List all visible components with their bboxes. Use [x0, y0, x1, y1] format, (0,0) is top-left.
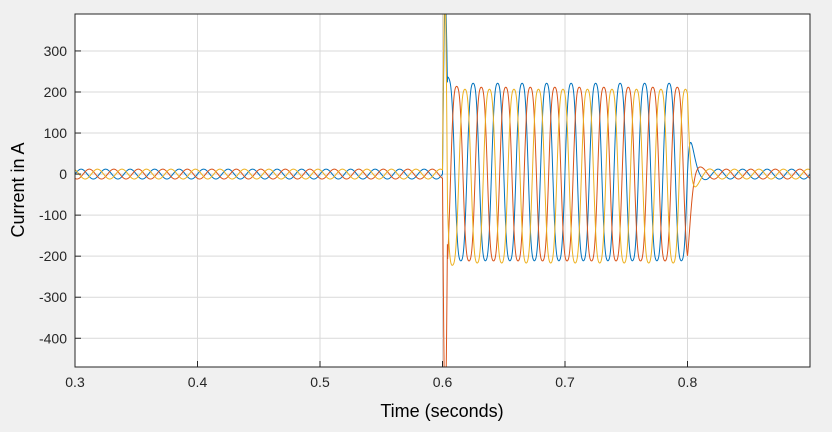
x-axis-label: Time (seconds)	[380, 401, 503, 421]
y-tick-label: -400	[39, 330, 67, 346]
series-line-2	[75, 85, 810, 367]
y-tick-label: -100	[39, 207, 67, 223]
series-line-3	[75, 14, 810, 266]
series-layer	[75, 14, 810, 367]
y-tick-label: -300	[39, 289, 67, 305]
y-tick-label: 100	[44, 125, 68, 141]
x-tick-label: 0.5	[310, 374, 330, 390]
y-tick-label: 300	[44, 43, 68, 59]
x-tick-label: 0.3	[65, 374, 85, 390]
series-line-1	[75, 14, 810, 262]
x-tick-label: 0.6	[433, 374, 453, 390]
tick-marks	[74, 50, 688, 367]
y-axis-label: Current in A	[8, 142, 28, 237]
y-tick-label: 200	[44, 84, 68, 100]
y-tick-label: -200	[39, 248, 67, 264]
tick-labels: 0.3 0.4 0.5 0.6 0.7 0.8 300 200 100 0 -100 -200 -300…	[39, 43, 697, 390]
x-tick-label: 0.8	[678, 374, 698, 390]
x-tick-label: 0.7	[555, 374, 575, 390]
x-tick-label: 0.4	[188, 374, 208, 390]
y-tick-label: 0	[59, 166, 67, 182]
